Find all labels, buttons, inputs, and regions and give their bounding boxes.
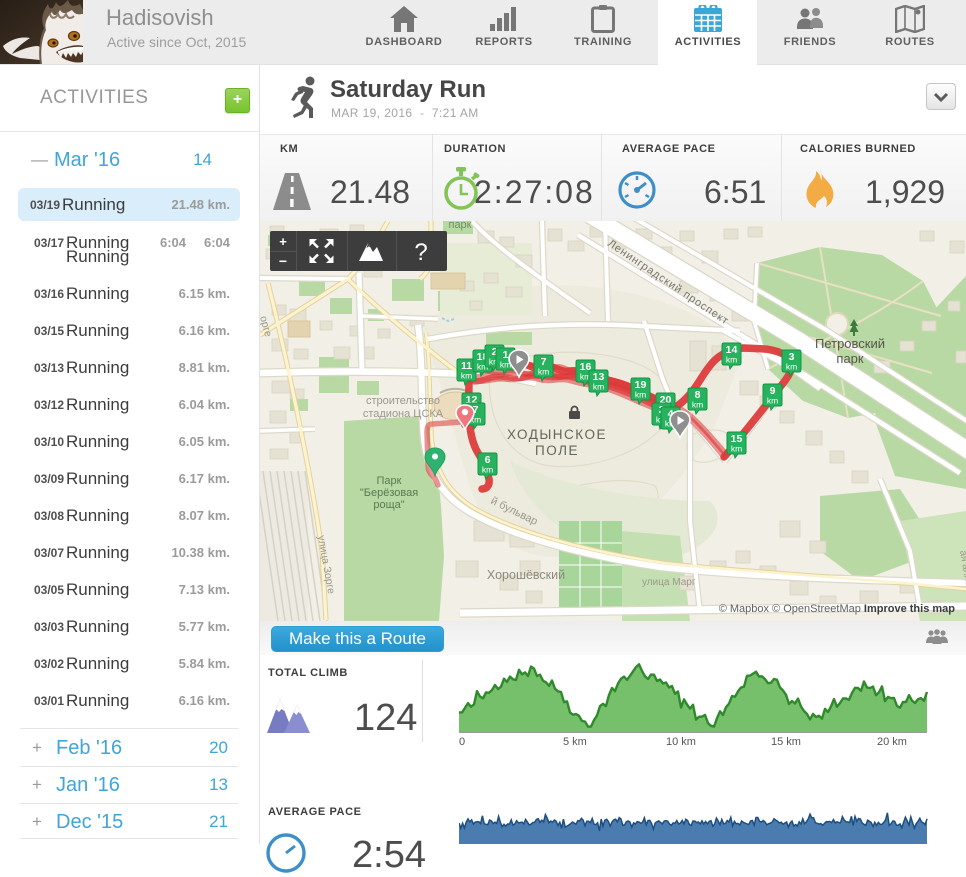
svg-text:7: 7 — [541, 356, 547, 368]
svg-text:1: 1 — [503, 349, 509, 361]
svg-text:11: 11 — [461, 360, 472, 372]
svg-text:15: 15 — [731, 433, 743, 445]
svg-text:роща": роща" — [373, 499, 404, 511]
svg-text:ХОДЫНСКОЕ: ХОДЫНСКОЕ — [507, 427, 607, 442]
svg-text:Хорошёвский: Хорошёвский — [487, 568, 565, 582]
svg-text:km: km — [593, 382, 604, 392]
svg-text:4: 4 — [668, 408, 674, 420]
svg-text:+: + — [279, 234, 287, 249]
svg-text:"Берёзовая: "Берёзовая — [360, 487, 418, 499]
svg-text:km: km — [786, 362, 797, 372]
svg-text:8: 8 — [695, 389, 701, 401]
svg-text:km: km — [767, 396, 778, 406]
svg-text:© Mapbox © OpenStreetMap Impro: © Mapbox © OpenStreetMap Improve this ma… — [719, 603, 956, 615]
svg-text:14: 14 — [726, 344, 738, 356]
svg-text:km: km — [726, 355, 737, 365]
svg-text:13: 13 — [593, 371, 605, 383]
svg-text:−: − — [279, 253, 287, 269]
svg-text:улица Марг: улица Марг — [642, 577, 696, 588]
svg-text:km: km — [692, 400, 703, 410]
svg-text:km: km — [500, 360, 511, 370]
svg-text:20: 20 — [660, 394, 672, 406]
svg-text:km: km — [482, 465, 493, 475]
svg-text:6: 6 — [485, 454, 491, 466]
svg-text:Парк: Парк — [377, 475, 402, 487]
svg-text:km: km — [580, 372, 591, 382]
svg-text:16: 16 — [580, 361, 592, 373]
svg-text:km: km — [731, 444, 742, 454]
svg-text:18: 18 — [477, 351, 489, 363]
svg-text:2: 2 — [492, 346, 498, 358]
svg-text:Петровский: Петровский — [815, 336, 885, 351]
svg-text:ПОЛЕ: ПОЛЕ — [535, 443, 579, 458]
svg-text:парк: парк — [836, 351, 863, 366]
svg-text:19: 19 — [635, 379, 647, 391]
svg-text:12: 12 — [466, 394, 478, 406]
svg-text:km: km — [470, 415, 481, 425]
svg-text:орге: орге — [260, 315, 274, 339]
svg-text:9: 9 — [770, 385, 776, 397]
svg-text:стадиона ЦСКА: стадиона ЦСКА — [363, 408, 444, 420]
svg-text:km: km — [461, 371, 472, 381]
svg-text:строительство: строительство — [366, 395, 440, 407]
svg-text:km: km — [538, 367, 549, 377]
svg-text:km: km — [477, 362, 488, 372]
svg-text:парк: парк — [448, 221, 471, 231]
svg-text:km: km — [635, 390, 646, 400]
svg-text:?: ? — [414, 239, 427, 266]
svg-text:7: 7 — [473, 404, 479, 416]
svg-text:ая аллея: ая аллея — [957, 550, 966, 593]
svg-text:3: 3 — [789, 351, 795, 363]
svg-text:km: km — [489, 357, 500, 367]
